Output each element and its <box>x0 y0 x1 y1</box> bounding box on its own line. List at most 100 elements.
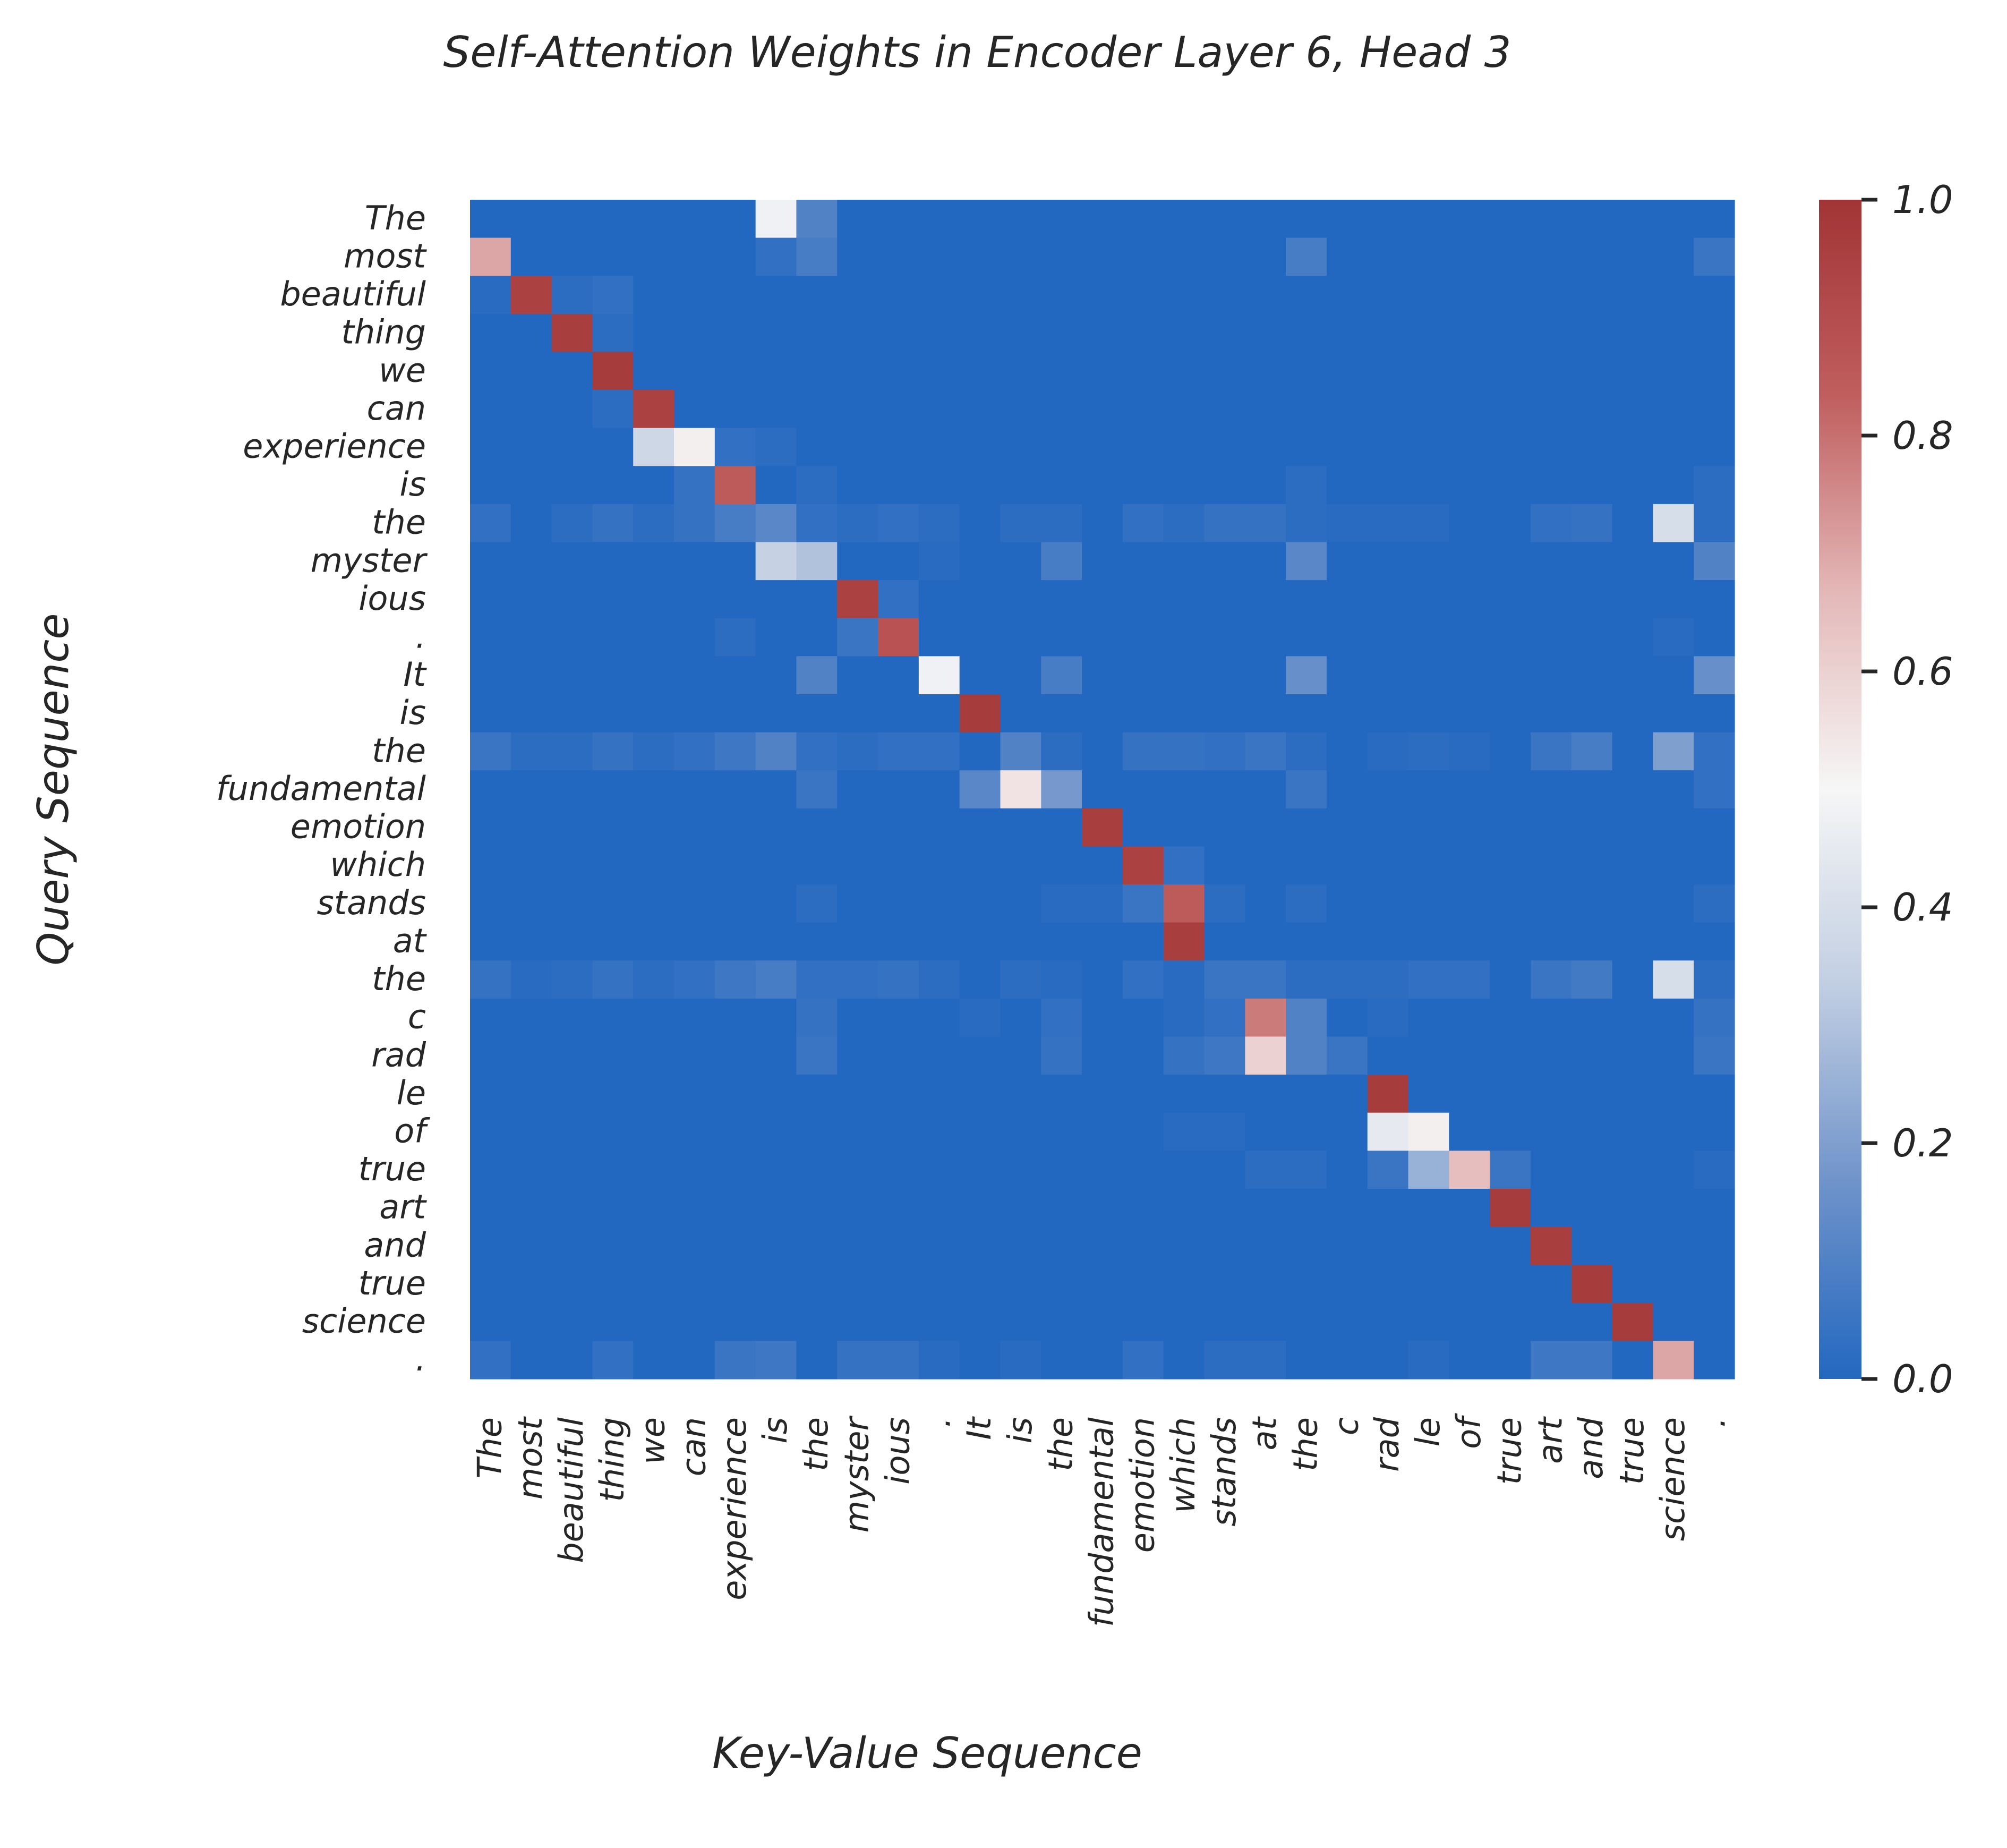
heatmap-cell <box>1694 1112 1735 1151</box>
heatmap-cell <box>470 504 511 543</box>
heatmap-cell <box>878 1341 919 1379</box>
heatmap-cell <box>755 466 797 505</box>
heatmap-cell <box>1082 504 1123 543</box>
heatmap-cell <box>592 580 634 619</box>
heatmap-cell <box>551 276 593 314</box>
heatmap-cell <box>1163 237 1205 276</box>
heatmap-cell <box>1490 808 1531 847</box>
heatmap-cell <box>714 922 756 961</box>
heatmap-cell <box>633 1036 674 1075</box>
heatmap-cell <box>1041 1151 1082 1189</box>
heatmap-cell <box>1286 313 1327 353</box>
heatmap-cell <box>1041 580 1082 619</box>
heatmap-cell <box>1286 1302 1327 1341</box>
heatmap-cell <box>1245 1302 1286 1341</box>
heatmap-cell <box>878 732 919 771</box>
heatmap-cell <box>1286 542 1327 581</box>
heatmap-cell <box>633 1112 674 1151</box>
heatmap-cell <box>633 846 674 885</box>
heatmap-cell <box>1286 1075 1327 1113</box>
heatmap-cell <box>1653 352 1694 390</box>
heatmap-cell <box>1653 1341 1694 1379</box>
heatmap-cell <box>633 1341 674 1379</box>
heatmap-cell <box>1326 466 1368 505</box>
colorbar-tick-label: 1.0 <box>1892 177 1953 222</box>
heatmap-cell <box>1122 390 1164 429</box>
heatmap-cell <box>714 200 756 239</box>
heatmap-cell <box>1653 1112 1694 1151</box>
heatmap-cell <box>1449 580 1490 619</box>
heatmap-cell <box>1082 656 1123 695</box>
heatmap-cell <box>714 580 756 619</box>
heatmap-cell <box>1408 732 1449 771</box>
heatmap-cell <box>674 1112 715 1151</box>
heatmap-cell <box>1367 732 1409 771</box>
heatmap-cell <box>674 884 715 923</box>
heatmap-cell <box>1490 1302 1531 1341</box>
heatmap-cell <box>1367 1112 1409 1151</box>
heatmap-cell <box>1694 1265 1735 1304</box>
heatmap-cell <box>1286 466 1327 505</box>
heatmap-cell <box>1122 1151 1164 1189</box>
heatmap-cell <box>1082 1112 1123 1151</box>
colorbar-ticks: 0.0 0.2 0.4 0.6 0.8 1.0 <box>1861 177 1953 1401</box>
y-tick-label: . <box>415 617 426 656</box>
heatmap-cell <box>592 1112 634 1151</box>
heatmap-cell <box>959 200 1001 239</box>
heatmap-cell <box>1122 922 1164 961</box>
heatmap-cell <box>1041 237 1082 276</box>
heatmap-cell <box>1612 656 1653 695</box>
heatmap-cell <box>1653 1036 1694 1075</box>
heatmap-cell <box>592 504 634 543</box>
heatmap-cell <box>1612 466 1653 505</box>
heatmap-cell <box>755 960 797 999</box>
heatmap-cell <box>1000 656 1041 695</box>
heatmap-cell <box>1571 1112 1613 1151</box>
heatmap-cell <box>878 884 919 923</box>
heatmap-cell <box>1204 1075 1245 1113</box>
heatmap-cell <box>1245 580 1286 619</box>
heatmap-cell <box>1204 1188 1245 1228</box>
heatmap-cell <box>1408 884 1449 923</box>
heatmap-cell <box>796 922 838 961</box>
heatmap-cell <box>510 200 552 239</box>
heatmap-cell <box>1041 960 1082 999</box>
heatmap-cell <box>1490 200 1531 239</box>
heatmap-cell <box>1530 237 1572 276</box>
heatmap-cell <box>1653 504 1694 543</box>
heatmap-cell <box>551 884 593 923</box>
heatmap-cell <box>1000 1227 1041 1265</box>
heatmap-cell <box>1163 1302 1205 1341</box>
y-tick-label: ious <box>358 579 426 618</box>
heatmap-cell <box>674 732 715 771</box>
heatmap-cell <box>1286 618 1327 657</box>
heatmap-cell <box>510 237 552 276</box>
heatmap-cell <box>551 1188 593 1228</box>
heatmap-cell <box>1286 237 1327 276</box>
heatmap-cell <box>1245 237 1286 276</box>
heatmap-cell <box>1245 1227 1286 1265</box>
heatmap-cell <box>510 1227 552 1265</box>
heatmap-cell <box>918 1151 960 1189</box>
heatmap-cell <box>1000 352 1041 390</box>
heatmap-cell <box>1245 808 1286 847</box>
heatmap-cell <box>1408 200 1449 239</box>
heatmap-cell <box>674 960 715 999</box>
heatmap-cell <box>837 656 878 695</box>
heatmap-cell <box>714 1036 756 1075</box>
heatmap-cell <box>1408 580 1449 619</box>
heatmap-cell <box>510 1036 552 1075</box>
heatmap-cell <box>796 542 838 581</box>
heatmap-cell <box>551 580 593 619</box>
heatmap-cell <box>837 960 878 999</box>
heatmap-cell <box>1286 732 1327 771</box>
heatmap-cell <box>1041 1227 1082 1265</box>
heatmap-cell <box>1163 200 1205 239</box>
heatmap-cell <box>1286 1188 1327 1228</box>
heatmap-cell <box>1204 428 1245 466</box>
heatmap-cell <box>714 808 756 847</box>
heatmap-cell <box>959 656 1001 695</box>
heatmap-cell <box>1204 922 1245 961</box>
heatmap-cell <box>1530 1036 1572 1075</box>
heatmap-cell <box>1286 200 1327 239</box>
